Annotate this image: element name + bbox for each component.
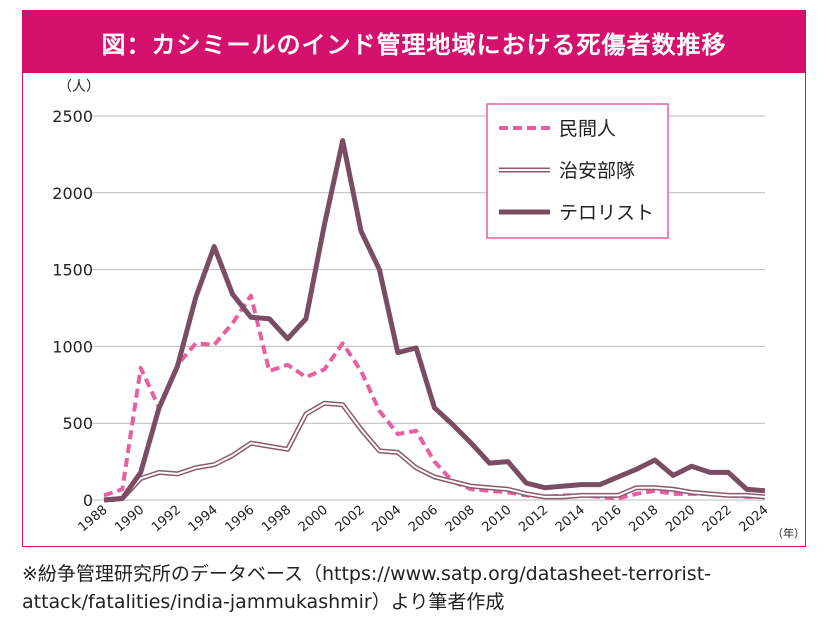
x-tick-label: 1992	[149, 503, 184, 536]
chart-title: 図：カシミールのインド管理地域における死傷者数推移	[23, 11, 805, 73]
x-tick-label: 2014	[553, 503, 588, 536]
y-tick-label: 2500	[52, 107, 93, 126]
x-tick-label: 2012	[516, 503, 551, 536]
legend-label: テロリスト	[559, 202, 654, 224]
x-tick-label: 1994	[186, 503, 221, 536]
series-lines	[103, 138, 766, 503]
x-tick-label: 2022	[700, 503, 735, 536]
x-axis-unit-label: （年）	[772, 526, 805, 540]
series-line	[103, 138, 766, 503]
y-tick-label: 1500	[52, 261, 93, 280]
x-tick-label: 2000	[296, 503, 331, 536]
x-tick-label: 2016	[590, 503, 625, 536]
legend-label: 治安部隊	[559, 160, 635, 182]
x-tick-label: 2008	[443, 503, 478, 536]
x-tick-label: 2024	[737, 503, 772, 536]
y-axis-unit-label: （人）	[58, 79, 100, 95]
x-tick-label: 2002	[333, 503, 368, 536]
x-tick-label: 1996	[222, 503, 257, 536]
x-tick-label: 1990	[112, 503, 147, 536]
series-line-inner	[103, 402, 766, 501]
x-tick-label: 1988	[76, 503, 111, 536]
series-line	[103, 293, 765, 501]
y-tick-label: 0	[83, 491, 93, 510]
chart-frame: 図：カシミールのインド管理地域における死傷者数推移	[22, 10, 806, 547]
source-note: ※紛争管理研究所のデータベース（https://www.satp.org/dat…	[22, 563, 711, 613]
x-tick-label: 2004	[369, 503, 404, 536]
x-tick-label: 2006	[406, 503, 441, 536]
x-tick-label: 2020	[663, 503, 698, 536]
y-axis: 0 500 1000 1500 2000 2500	[52, 107, 93, 510]
y-tick-label: 1000	[52, 337, 93, 356]
legend-label: 民間人	[559, 118, 616, 140]
y-tick-label: 2000	[52, 184, 93, 203]
x-tick-label: 2010	[480, 503, 515, 536]
series-line-outer	[103, 400, 766, 503]
x-tick-label: 2018	[626, 503, 661, 536]
x-axis: 1988 1990 1992 1994 1996 1998 2000 2002 2004 2006…	[76, 503, 772, 536]
x-tick-label: 1998	[259, 503, 294, 536]
y-tick-label: 500	[62, 414, 93, 433]
